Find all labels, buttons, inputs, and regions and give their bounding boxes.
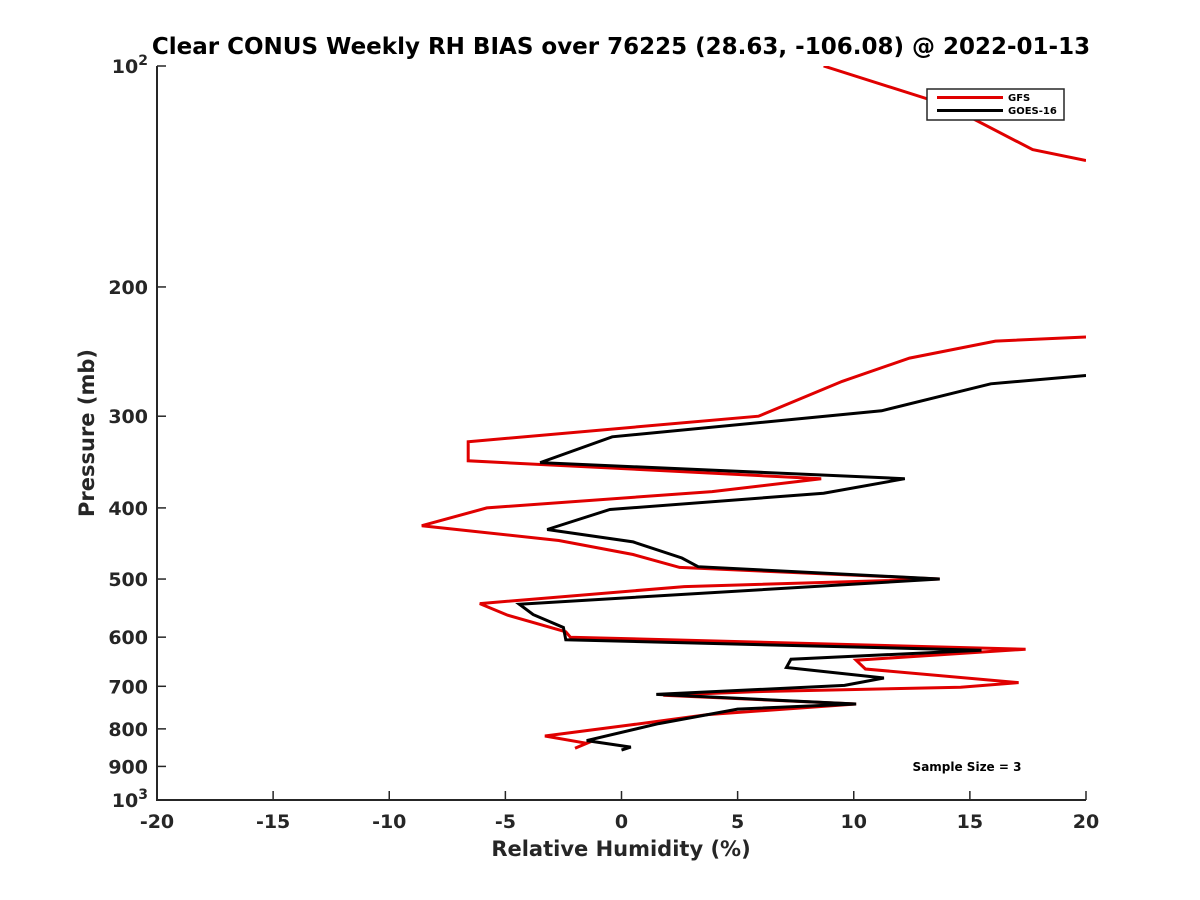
x-tick-label: -5	[495, 811, 516, 833]
series-lines	[421, 66, 1086, 752]
y-tick-label: 600	[108, 627, 148, 649]
legend: GFS GOES-16	[926, 88, 1065, 121]
y-axis-ticks: 102 200 300 400 500 600 700 800 900 103	[108, 53, 166, 812]
x-axis-label: Relative Humidity (%)	[491, 837, 750, 861]
y-tick-label: 200	[108, 277, 148, 299]
y-tick-label: 500	[108, 569, 148, 591]
series-line-goes16	[515, 374, 1086, 752]
y-tick-label: 300	[108, 406, 148, 428]
legend-label-goes16: GOES-16	[1008, 106, 1057, 117]
x-tick-label: -20	[140, 811, 174, 833]
y-tick-label: 400	[108, 498, 148, 520]
y-axis-label: Pressure (mb)	[75, 349, 99, 517]
legend-label-gfs: GFS	[1008, 93, 1030, 104]
x-axis-ticks: -20 -15 -10 -5 0 5 10 15 20	[140, 791, 1099, 833]
y-tick-label: 102	[112, 53, 148, 78]
y-tick-label: 103	[112, 787, 148, 812]
x-tick-label: 0	[615, 811, 628, 833]
sample-size-annotation: Sample Size = 3	[913, 760, 1022, 774]
x-tick-label: 15	[957, 811, 983, 833]
y-tick-label: 900	[108, 756, 148, 778]
x-tick-label: 20	[1073, 811, 1099, 833]
x-tick-label: -10	[372, 811, 406, 833]
y-tick-label: 800	[108, 719, 148, 741]
chart-title: Clear CONUS Weekly RH BIAS over 76225 (2…	[152, 34, 1090, 60]
plot-axes	[156, 66, 1086, 801]
y-tick-label: 700	[108, 676, 148, 698]
x-tick-label: 5	[731, 811, 744, 833]
legend-box	[926, 88, 1065, 121]
x-tick-label: 10	[841, 811, 867, 833]
x-tick-label: -15	[256, 811, 290, 833]
